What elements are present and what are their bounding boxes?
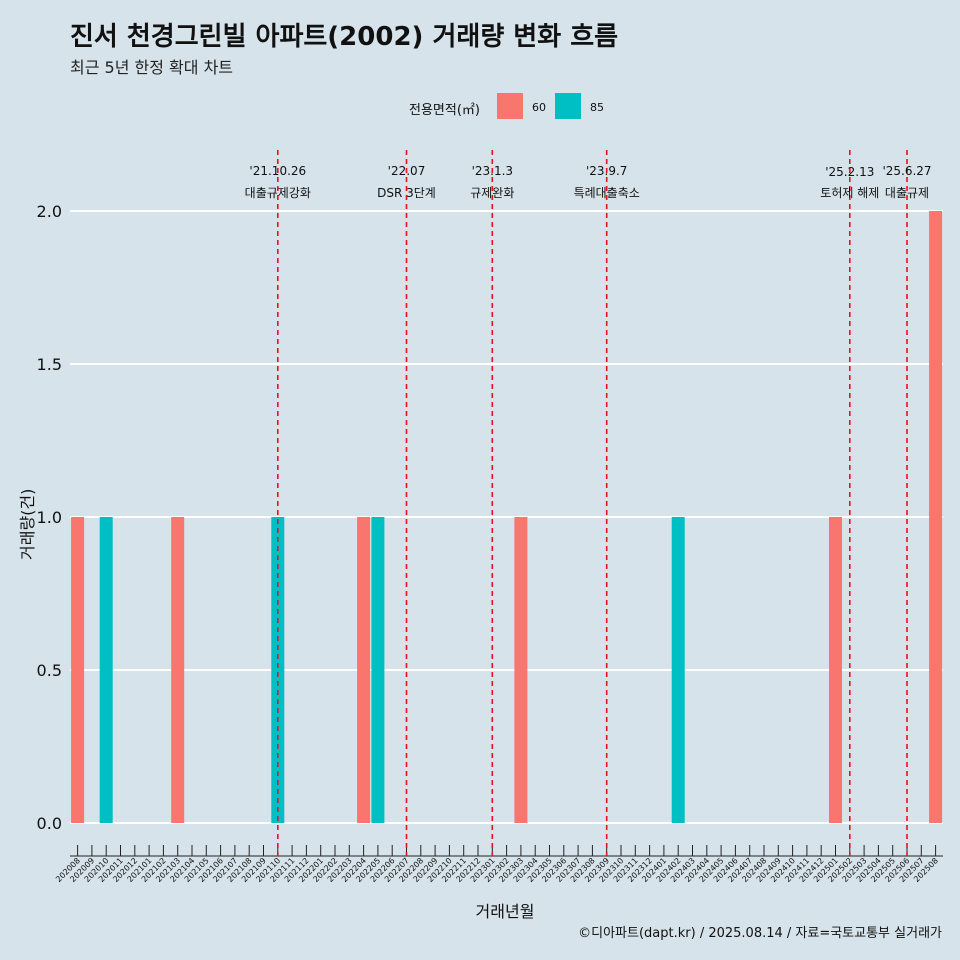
event-date-202207: '22.07 — [388, 164, 426, 178]
bar-85-202402 — [671, 517, 685, 823]
chart-subtitle: 최근 5년 한정 확대 차트 — [70, 58, 234, 77]
event-date-202110: '21.10.26 — [249, 164, 306, 178]
event-date-202502: '25.2.13 — [825, 165, 874, 179]
event-date-202309: '23.9.7 — [586, 164, 627, 178]
legend: 전용면적(㎡) 60 85 — [0, 93, 960, 121]
y-tick-label: 1.0 — [37, 508, 62, 527]
bar-60-202303 — [514, 517, 528, 823]
bar-60-202508 — [929, 211, 943, 823]
bar-85-202010 — [99, 517, 113, 823]
legend-title: 전용면적(㎡) — [409, 103, 480, 118]
y-axis-label: 거래량(건) — [18, 488, 37, 560]
bar-60-202103 — [171, 517, 185, 823]
bar-60-202008 — [71, 517, 85, 823]
event-date-202506: '25.6.27 — [882, 164, 931, 178]
bar-85-202205 — [371, 517, 385, 823]
x-axis-label: 거래년월 — [475, 902, 535, 921]
event-label-202301: 규제완화 — [470, 186, 514, 200]
legend-swatch-85 — [555, 93, 581, 119]
legend-label-85: 85 — [590, 101, 604, 114]
event-date-202301: '23.1.3 — [472, 164, 513, 178]
source-caption: ©디아파트(dapt.kr) / 2025.08.14 / 자료=국토교통부 실… — [578, 926, 942, 941]
y-tick-label: 1.5 — [37, 355, 62, 374]
bar-60-202204 — [357, 517, 371, 823]
y-tick-label: 2.0 — [37, 202, 62, 221]
event-label-202207: DSR 3단계 — [377, 186, 436, 200]
bar-60-202501 — [829, 517, 842, 823]
y-tick-label: 0.0 — [37, 814, 62, 833]
event-label-202506: 대출규제 — [885, 186, 929, 200]
event-label-202309: 특례대출축소 — [574, 186, 640, 200]
y-tick-label: 0.5 — [37, 661, 62, 680]
event-label-202502: 토허제 해제 — [820, 186, 879, 200]
event-label-202110: 대출규제강화 — [245, 186, 311, 200]
bar-85-202110 — [271, 517, 285, 823]
chart-title: 진서 천경그린빌 아파트(2002) 거래량 변화 흐름 — [70, 22, 619, 52]
legend-swatch-60 — [497, 93, 523, 119]
legend-label-60: 60 — [532, 101, 546, 114]
